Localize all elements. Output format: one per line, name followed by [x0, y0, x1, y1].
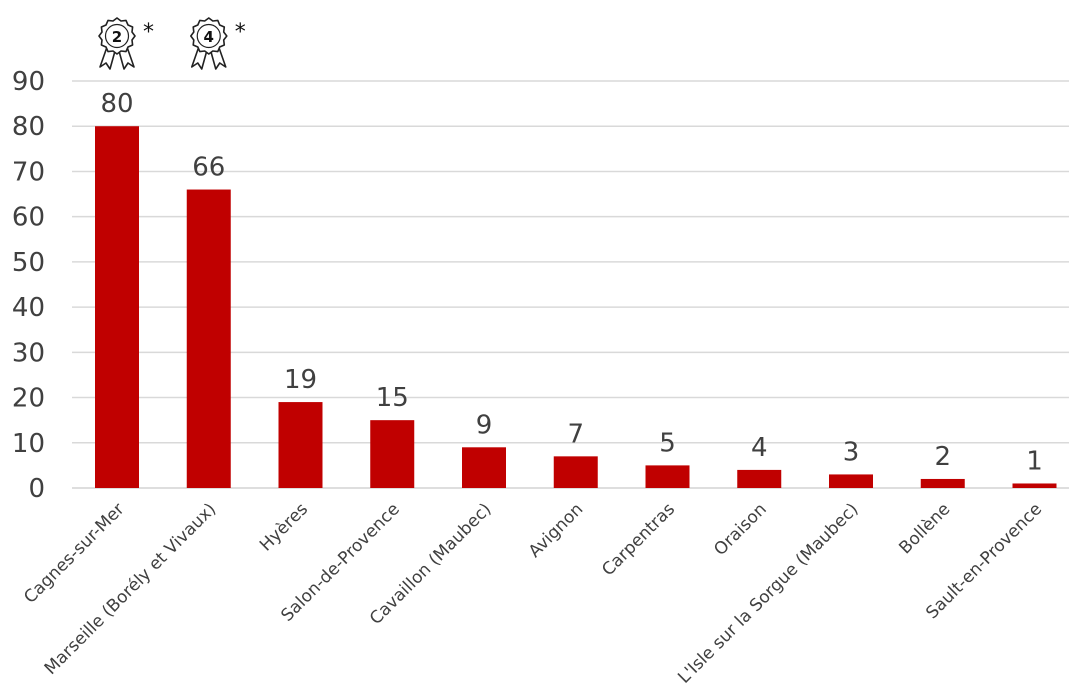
ribbon-right: [209, 46, 227, 70]
bar: [920, 478, 965, 488]
y-tick-label: 70: [12, 157, 45, 187]
data-label: 7: [567, 419, 584, 449]
badge-asterisk: *: [235, 20, 246, 45]
award-badges: 2 * 4 *: [98, 17, 246, 70]
seal: [98, 17, 136, 55]
y-tick-label: 10: [12, 429, 45, 459]
y-tick-label: 50: [12, 248, 45, 278]
data-label: 5: [659, 428, 676, 458]
badge-asterisk: *: [143, 20, 154, 45]
bar: [553, 456, 598, 488]
bar: [829, 474, 873, 488]
data-label: 15: [376, 383, 409, 413]
x-tick-label: Carpentras: [598, 499, 679, 580]
bar: [645, 465, 690, 488]
data-label: 4: [751, 433, 768, 463]
data-labels: 80 66 19 15 9 7 5 4 3 2 1: [100, 89, 1042, 476]
seal: [190, 17, 228, 55]
bar: [95, 126, 139, 488]
badge-number: 2: [112, 28, 122, 46]
data-label: 66: [192, 153, 225, 183]
ribbon-right: [118, 46, 135, 70]
bar: [1012, 483, 1057, 488]
seal-inner: [196, 23, 221, 49]
y-axis-ticks: 0 10 20 30 40 50 60 70 80 90: [12, 67, 45, 504]
data-label: 19: [284, 365, 317, 395]
y-tick-label: 20: [12, 384, 45, 414]
ribbon-left: [99, 46, 116, 70]
bars: [95, 126, 1057, 489]
data-label: 3: [843, 437, 860, 467]
y-tick-label: 0: [28, 474, 45, 504]
gridlines: [72, 80, 1069, 489]
y-tick-label: 60: [12, 203, 45, 233]
x-tick-label: L'Isle sur la Sorgue (Maubec): [674, 499, 862, 684]
x-tick-label: Hyères: [256, 499, 312, 555]
data-label: 80: [100, 89, 133, 119]
bar: [278, 402, 323, 488]
bar: [186, 189, 231, 489]
award-ribbon-icon: 4: [190, 17, 228, 70]
y-tick-label: 80: [12, 112, 45, 142]
bar: [462, 447, 506, 488]
award-ribbon-icon: 2: [98, 17, 136, 70]
bar: [370, 420, 415, 488]
ribbon-left: [190, 46, 208, 70]
y-tick-label: 30: [12, 338, 45, 368]
x-tick-label: Oraison: [710, 499, 770, 559]
x-tick-label: Marseille (Borély et Vivaux): [41, 499, 220, 678]
y-tick-label: 40: [12, 293, 45, 323]
bar: [737, 469, 782, 488]
seal-inner: [104, 23, 130, 49]
data-label: 9: [476, 410, 493, 440]
data-label: 1: [1026, 446, 1043, 476]
data-label: 2: [934, 442, 951, 472]
badge-number: 4: [204, 28, 214, 46]
x-tick-label: Bollène: [895, 499, 954, 558]
x-tick-label: Cagnes-sur-Mer: [20, 499, 128, 607]
x-tick-label: Avignon: [525, 499, 587, 561]
y-tick-label: 90: [12, 67, 45, 97]
